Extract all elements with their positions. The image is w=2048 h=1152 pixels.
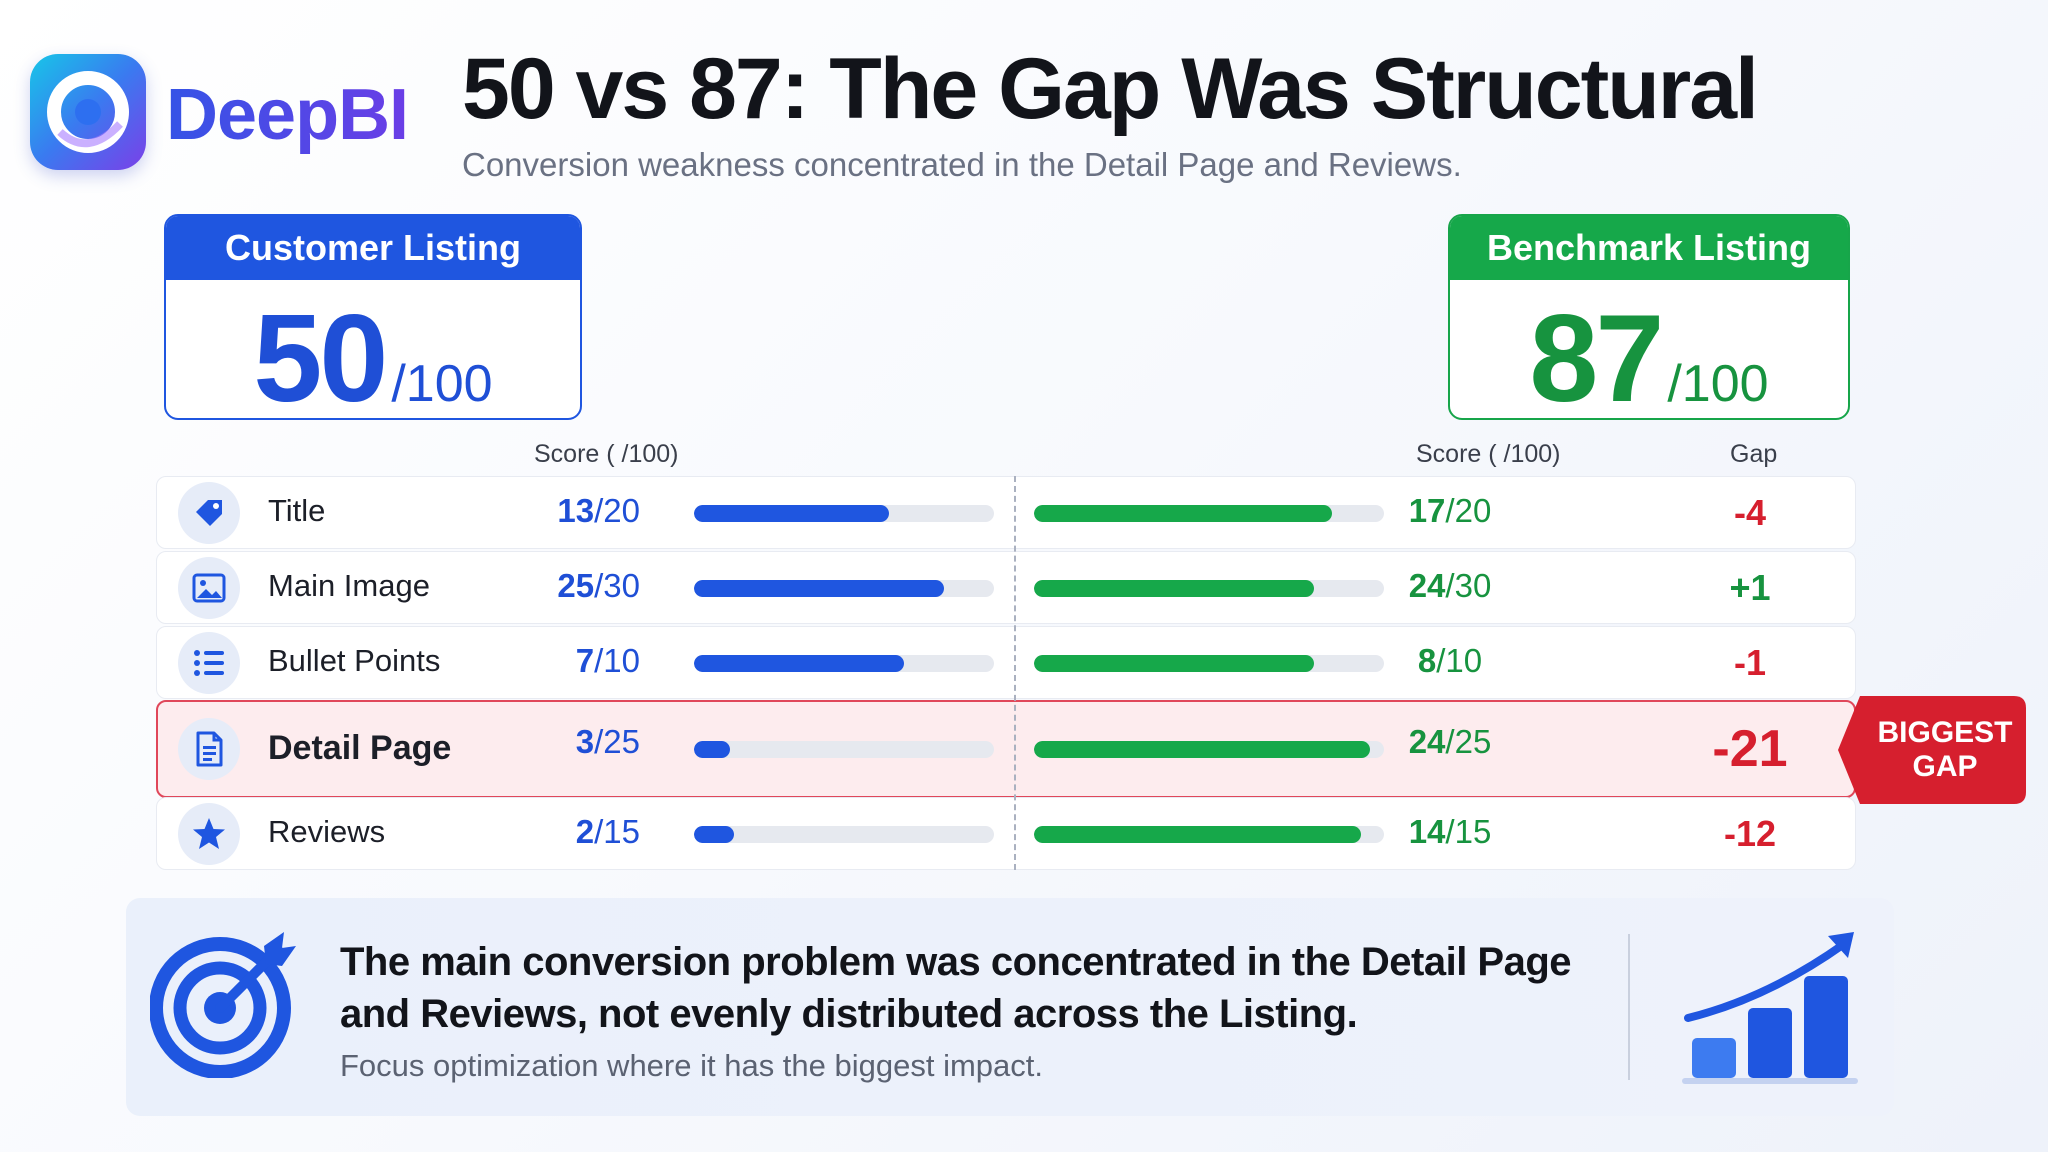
row-label: Bullet Points (268, 642, 441, 678)
benchmark-score-max: /20 (1445, 491, 1492, 529)
benchmark-bar-fill (1034, 504, 1332, 522)
customer-bar-track (694, 741, 994, 758)
brand-name: DeepBI (166, 75, 409, 155)
customer-bar-fill (694, 825, 734, 843)
table-row (156, 626, 1856, 699)
customer-score-max: /15 (594, 812, 640, 850)
star-icon (178, 802, 240, 865)
customer-total-max: /100 (391, 355, 493, 413)
customer-bar-track (694, 654, 994, 672)
summary-subtext: Focus optimization where it has the bigg… (340, 1048, 1044, 1083)
benchmark-score-max: /10 (1436, 641, 1483, 679)
benchmark-score-value: 8 (1417, 641, 1437, 679)
customer-score-max: /25 (594, 723, 640, 760)
benchmark-bar-fill (1034, 741, 1370, 758)
list-icon (178, 631, 240, 694)
row-label: Title (268, 492, 326, 528)
customer-score-value: 25 (557, 566, 595, 604)
customer-row-score: 3/25 (500, 723, 640, 761)
customer-score-header: Score ( /100) (534, 440, 679, 468)
benchmark-score-max: /15 (1445, 812, 1492, 850)
customer-listing-card: Customer Listing 50 /100 (164, 214, 582, 420)
benchmark-bar-fill (1034, 654, 1314, 672)
benchmark-bar-fill (1034, 825, 1361, 843)
callout-line-2: GAP (1912, 750, 1978, 783)
customer-bar-fill (694, 741, 730, 758)
target-icon (149, 928, 300, 1079)
customer-score-max: /20 (594, 491, 640, 529)
page-title: 50 vs 87: The Gap Was Structural (462, 41, 1759, 137)
customer-card-label: Customer Listing (166, 216, 580, 280)
column-divider (1014, 476, 1016, 870)
benchmark-row-score: 8/10 (1380, 642, 1520, 680)
callout-line-1: BIGGEST (1877, 716, 2013, 749)
gap-value: -4 (1733, 491, 1766, 533)
deepbi-logo-icon (30, 54, 146, 170)
customer-score-value: 7 (575, 641, 595, 679)
summary-headline: The main conversion problem was concentr… (340, 940, 1572, 1036)
summary-divider (1628, 934, 1630, 1080)
benchmark-card-label: Benchmark Listing (1450, 216, 1848, 280)
customer-row-score: 13/20 (500, 492, 640, 530)
benchmark-row-score: 14/15 (1380, 813, 1520, 851)
customer-row-score: 2/15 (500, 813, 640, 851)
gap-value: -21 (1712, 720, 1788, 778)
customer-bar-track (694, 579, 994, 597)
benchmark-total-score: 87 (1529, 290, 1664, 420)
customer-score-max: /10 (594, 641, 640, 679)
benchmark-bar-track (1034, 741, 1384, 758)
customer-bar-track (694, 825, 994, 843)
customer-bar-fill (694, 579, 944, 597)
customer-score-max: /30 (594, 566, 640, 604)
benchmark-listing-card: Benchmark Listing 87 /100 (1448, 214, 1850, 420)
row-label: Detail Page (268, 729, 452, 767)
customer-score-value: 13 (557, 491, 595, 529)
benchmark-score-value: 14 (1408, 812, 1446, 850)
row-label: Main Image (268, 567, 430, 603)
benchmark-score-value: 24 (1408, 723, 1446, 760)
image-icon (178, 556, 240, 619)
summary-panel (126, 898, 1894, 1116)
benchmark-bar-track (1034, 504, 1384, 522)
biggest-gap-callout: BIGGEST GAP (1838, 696, 2026, 804)
gap-header: Gap (1730, 440, 1778, 468)
customer-bar-fill (694, 654, 904, 672)
benchmark-bar-track (1034, 825, 1384, 843)
customer-row-score: 7/10 (500, 642, 640, 680)
tag-icon (178, 481, 240, 544)
benchmark-row-score: 24/25 (1380, 723, 1520, 761)
table-row (156, 476, 1856, 549)
table-row (156, 797, 1856, 870)
customer-bar-track (694, 504, 994, 522)
table-row (156, 551, 1856, 624)
customer-score-value: 2 (575, 812, 595, 850)
gap-value: -1 (1733, 641, 1766, 683)
benchmark-bar-track (1034, 579, 1384, 597)
benchmark-row-score: 24/30 (1380, 567, 1520, 605)
benchmark-score-header: Score ( /100) (1416, 440, 1561, 468)
customer-total-score: 50 (253, 290, 388, 420)
benchmark-score-value: 17 (1408, 491, 1446, 529)
page-subtitle: Conversion weakness concentrated in the … (462, 146, 1462, 183)
benchmark-score-max: /30 (1445, 566, 1492, 604)
benchmark-bar-track (1034, 654, 1384, 672)
benchmark-score-max: /25 (1445, 723, 1492, 760)
row-label: Reviews (268, 813, 386, 849)
benchmark-row-score: 17/20 (1380, 492, 1520, 530)
benchmark-bar-fill (1034, 579, 1314, 597)
growth-chart-icon (1668, 928, 1864, 1088)
document-icon (178, 718, 240, 780)
gap-value: -12 (1723, 812, 1777, 854)
customer-score-value: 3 (575, 723, 595, 760)
gap-value: +1 (1729, 566, 1771, 608)
benchmark-score-value: 24 (1408, 566, 1446, 604)
benchmark-total-max: /100 (1667, 355, 1769, 413)
customer-row-score: 25/30 (500, 567, 640, 605)
customer-bar-fill (694, 504, 889, 522)
